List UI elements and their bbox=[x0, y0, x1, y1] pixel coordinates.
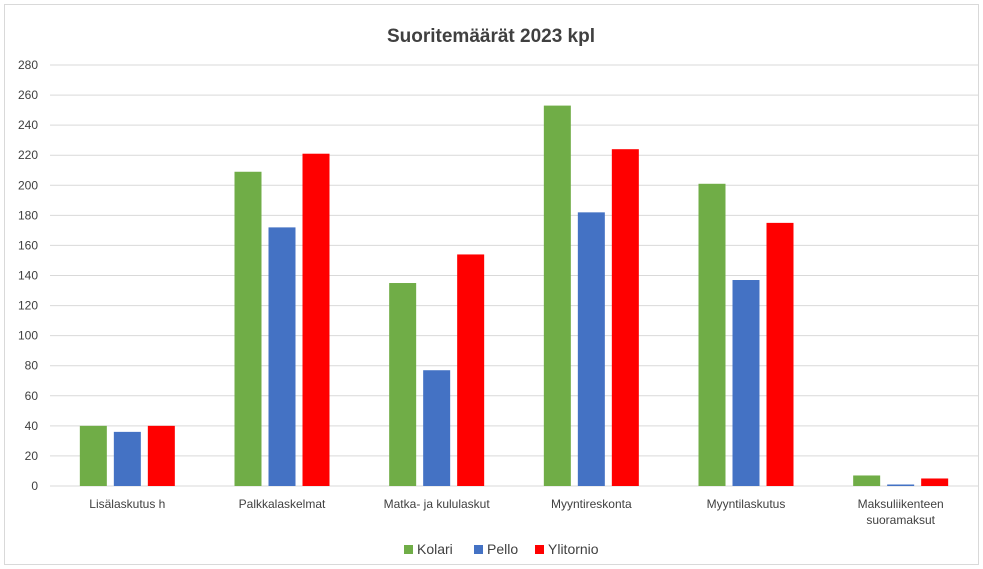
bar-pello bbox=[577, 212, 605, 486]
y-axis-ticks: 0 20 40 60 80 100 120 140 160 180 200 220 240 260 280 bbox=[18, 58, 38, 493]
bar-kolari bbox=[698, 183, 726, 486]
bar-ylitornio bbox=[302, 153, 330, 487]
category-label: Myyntilaskutus bbox=[707, 497, 786, 511]
bar-kolari bbox=[389, 283, 417, 486]
legend-label: Ylitornio bbox=[548, 541, 599, 557]
bar-kolari bbox=[234, 171, 262, 486]
bar-ylitornio bbox=[611, 149, 639, 486]
y-tick-label: 40 bbox=[25, 419, 39, 433]
y-tick-label: 140 bbox=[18, 269, 38, 283]
x-axis-categories: Lisälaskutus h Palkkalaskelmat Matka- ja k… bbox=[89, 497, 943, 527]
bar-pello bbox=[887, 484, 915, 486]
legend-swatch-kolari bbox=[404, 545, 413, 554]
category-label: Palkkalaskelmat bbox=[239, 497, 326, 511]
bar-ylitornio bbox=[766, 222, 794, 486]
bars bbox=[79, 105, 949, 487]
y-tick-label: 100 bbox=[18, 329, 38, 343]
y-tick-label: 0 bbox=[31, 479, 38, 493]
category-label: Lisälaskutus h bbox=[89, 497, 165, 511]
y-tick-label: 160 bbox=[18, 238, 38, 252]
bar-pello bbox=[732, 280, 760, 486]
bar-ylitornio bbox=[921, 478, 949, 486]
y-tick-label: 60 bbox=[25, 389, 39, 403]
legend-swatch-pello bbox=[474, 545, 483, 554]
legend-label: Kolari bbox=[417, 541, 453, 557]
gridlines bbox=[50, 64, 978, 487]
bar-ylitornio bbox=[457, 254, 485, 486]
category-label: Matka- ja kululaskut bbox=[384, 497, 491, 511]
category-label: Maksuliikenteen bbox=[858, 497, 944, 511]
y-tick-label: 80 bbox=[25, 359, 39, 373]
bar-ylitornio bbox=[147, 425, 175, 486]
bar-pello bbox=[268, 227, 296, 486]
y-tick-label: 180 bbox=[18, 208, 38, 222]
y-tick-label: 200 bbox=[18, 178, 38, 192]
y-tick-label: 120 bbox=[18, 299, 38, 313]
y-tick-label: 240 bbox=[18, 118, 38, 132]
bar-kolari bbox=[79, 425, 107, 486]
y-tick-label: 220 bbox=[18, 148, 38, 162]
y-tick-label: 280 bbox=[18, 58, 38, 72]
legend-label: Pello bbox=[487, 541, 518, 557]
bar-pello bbox=[423, 370, 451, 486]
category-label: Myyntireskonta bbox=[551, 497, 632, 511]
y-tick-label: 260 bbox=[18, 88, 38, 102]
bar-pello bbox=[113, 431, 141, 486]
bar-kolari bbox=[853, 475, 881, 486]
category-label: suoramaksut bbox=[866, 513, 935, 527]
y-tick-label: 20 bbox=[25, 449, 39, 463]
chart-title: Suoritemäärät 2023 kpl bbox=[387, 26, 595, 47]
legend-swatch-ylitornio bbox=[535, 545, 544, 554]
legend: Kolari Pello Ylitornio bbox=[404, 541, 599, 557]
bar-kolari bbox=[543, 105, 571, 486]
